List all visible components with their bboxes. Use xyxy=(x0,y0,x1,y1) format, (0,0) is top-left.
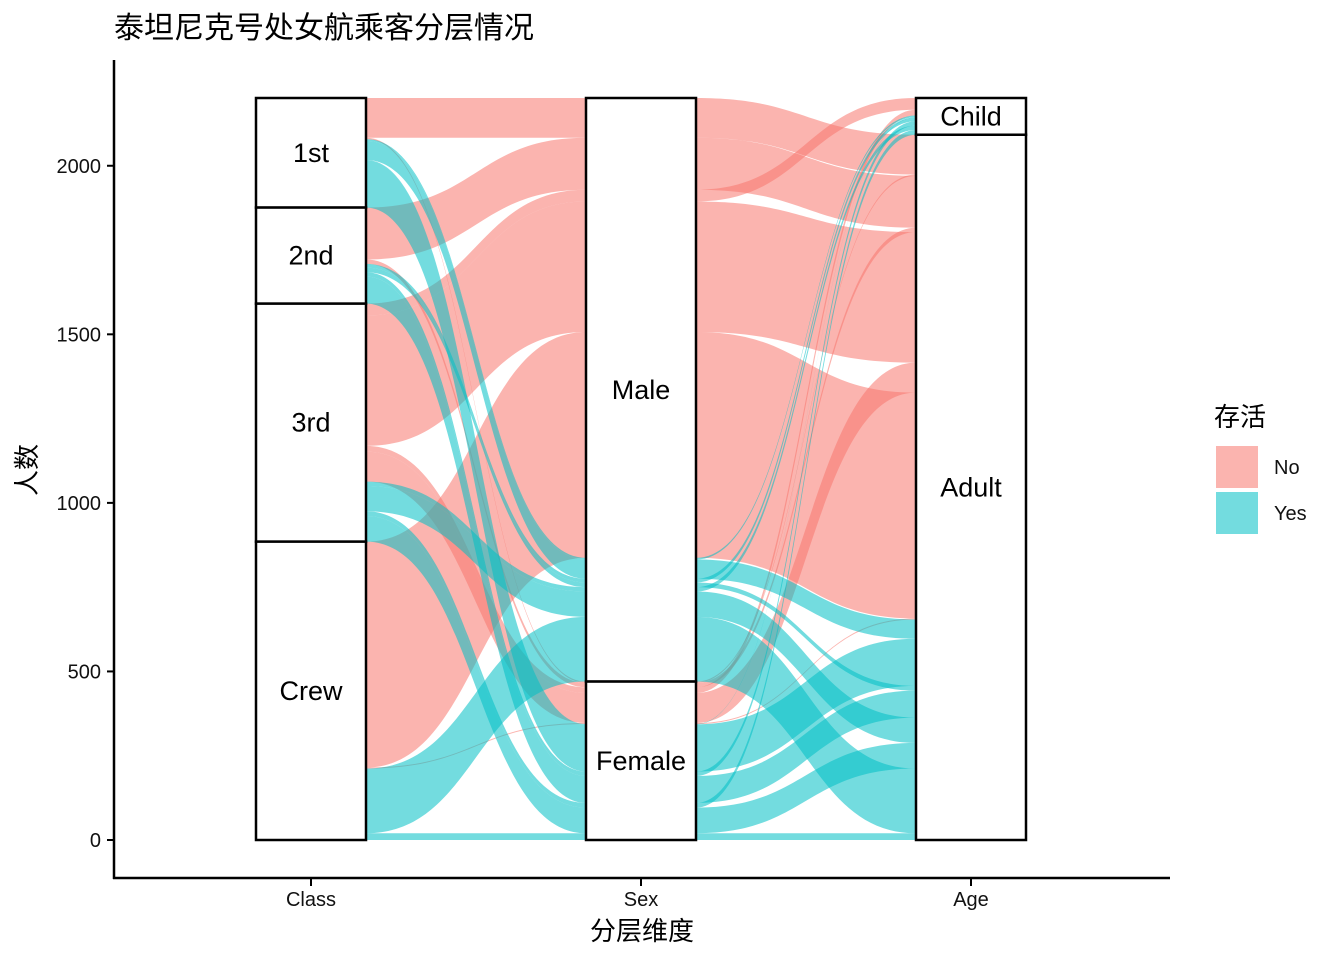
flow-class-3rd-to-sex-female-no xyxy=(366,451,586,724)
flow-class-1st-to-sex-female-yes xyxy=(366,160,586,772)
stratum-label-class-crew: Crew xyxy=(279,676,343,706)
stratum-age-child xyxy=(914,96,1028,136)
flow-sex-male-to-age-child-yes xyxy=(696,117,916,583)
stratum-label-age-adult: Adult xyxy=(940,472,1002,502)
stratum-sex-male xyxy=(584,96,698,683)
x-tick-label-sex: Sex xyxy=(624,889,658,911)
flow-sex-female-to-age-adult-no xyxy=(696,227,916,688)
chart-title: 泰坦尼克号处女航乘客分层情况 xyxy=(114,11,534,46)
stratum-age-adult xyxy=(914,133,1028,842)
y-tick-label: 1500 xyxy=(57,324,102,346)
flow-sex-female-to-age-child-yes xyxy=(696,130,916,808)
flow-sex-male-to-age-adult-no xyxy=(696,201,916,363)
flow-sex-male-to-age-child-yes xyxy=(696,115,916,560)
y-tick-label: 500 xyxy=(68,661,101,683)
stratum-class-3rd xyxy=(254,302,368,543)
flow-class-2nd-to-sex-male-yes xyxy=(366,267,586,588)
x-tick-label-class: Class xyxy=(286,889,336,911)
legend-label-no: No xyxy=(1274,457,1300,479)
flow-class-1st-to-sex-male-no xyxy=(366,98,586,138)
x-axis-title: 分层维度 xyxy=(590,917,694,947)
flow-sex-female-to-age-adult-no xyxy=(696,174,916,683)
flow-class-3rd-to-sex-female-yes xyxy=(366,511,586,808)
flow-layer xyxy=(366,98,916,840)
flow-sex-female-to-age-adult-yes xyxy=(696,742,916,834)
flow-class-3rd-to-sex-male-no xyxy=(366,201,586,446)
legend-swatch-no xyxy=(1216,446,1258,488)
y-tick-label: 1000 xyxy=(57,493,102,515)
legend-label-yes: Yes xyxy=(1274,503,1307,525)
legend-title: 存活 xyxy=(1214,403,1266,433)
flow-class-3rd-to-sex-male-no xyxy=(366,189,586,316)
flow-class-crew-to-sex-female-yes xyxy=(366,833,586,840)
y-tick-label: 0 xyxy=(90,830,101,852)
flow-class-1st-to-sex-female-yes xyxy=(366,160,586,725)
stratum-label-age-child: Child xyxy=(940,101,1002,131)
flow-class-2nd-to-sex-male-yes xyxy=(366,263,586,583)
stratum-class-crew xyxy=(254,540,368,842)
flow-class-2nd-to-sex-female-yes xyxy=(366,276,586,803)
stratum-sex-female xyxy=(584,680,698,842)
y-axis-title: 人数 xyxy=(13,444,43,496)
flow-class-1st-to-sex-male-yes xyxy=(366,139,586,560)
flow-class-2nd-to-sex-female-yes xyxy=(366,272,586,776)
stratum-label-class-3rd: 3rd xyxy=(291,408,330,438)
legend: 存活 No Yes xyxy=(1214,403,1307,534)
flow-class-3rd-to-sex-female-yes xyxy=(366,516,586,834)
flow-sex-female-to-age-child-yes xyxy=(696,121,916,776)
stratum-label-sex-male: Male xyxy=(612,375,671,405)
flow-sex-female-to-age-adult-yes xyxy=(696,833,916,840)
flow-sex-male-to-age-adult-no xyxy=(696,98,916,175)
flow-class-1st-to-sex-male-yes xyxy=(366,140,586,579)
flow-sex-female-to-age-adult-yes xyxy=(696,690,916,803)
stratum-label-class-1st: 1st xyxy=(293,138,330,168)
stratum-label-class-2nd: 2nd xyxy=(288,241,333,271)
stratum-label-sex-female: Female xyxy=(596,746,686,776)
strata-layer: 1st 2nd 3rd Crew Male Female Child Adult xyxy=(254,96,1028,842)
flow-sex-female-to-age-child-yes xyxy=(696,117,916,725)
legend-swatch-yes xyxy=(1216,492,1258,534)
stratum-class-1st xyxy=(254,96,368,209)
flow-sex-male-to-age-child-yes xyxy=(696,125,916,592)
stratum-class-2nd xyxy=(254,206,368,305)
flow-class-1st-to-sex-female-no xyxy=(366,137,586,683)
flow-sex-male-to-age-adult-yes xyxy=(696,559,916,639)
x-axis-ticks: Class Sex Age xyxy=(286,879,989,911)
y-tick-label: 2000 xyxy=(57,156,102,178)
flow-sex-female-to-age-adult-yes xyxy=(696,638,916,772)
flow-sex-female-to-age-adult-no xyxy=(696,362,916,724)
flow-sex-male-to-age-adult-yes xyxy=(696,582,916,691)
y-axis-ticks: 0 500 1000 1500 2000 xyxy=(57,156,114,852)
x-tick-label-age: Age xyxy=(953,889,989,911)
